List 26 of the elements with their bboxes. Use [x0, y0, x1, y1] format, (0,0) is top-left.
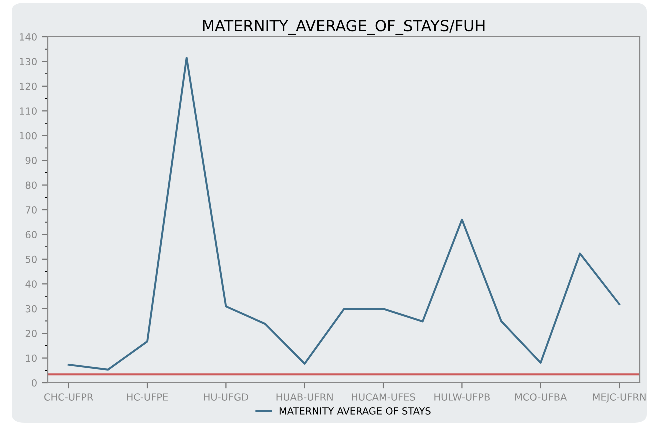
x-tick-label: HUCAM-UFES	[352, 394, 416, 401]
y-tick-label: 10	[26, 354, 37, 362]
x-tick-label: HULW-UFPB	[434, 394, 490, 401]
y-tick-label: 60	[26, 231, 37, 239]
x-tick-label: CHC-UFPR	[44, 394, 94, 401]
x-tick-label: MCO-UFBA	[516, 394, 568, 401]
y-tick-label: 100	[20, 132, 37, 140]
y-tick-label: 0	[32, 379, 37, 387]
x-tick-label: HU-UFGD	[204, 394, 248, 401]
chart-title: MATERNITY_AVERAGE_OF_STAYS/FUH	[203, 20, 485, 36]
y-tick-label: 80	[26, 182, 37, 190]
x-tick-label: HUAB-UFRN	[276, 394, 333, 401]
y-tick-label: 70	[26, 206, 37, 214]
x-tick-label: HC-UFPE	[127, 394, 168, 401]
y-tick-label: 140	[20, 33, 37, 41]
y-tick-label: 30	[26, 305, 37, 313]
y-tick-label: 50	[26, 256, 37, 264]
y-tick-label: 40	[26, 280, 37, 288]
legend-label: MATERNITY AVERAGE OF STAYS	[280, 407, 431, 415]
y-tick-label: 20	[26, 330, 37, 338]
y-tick-label: 120	[20, 82, 37, 90]
y-tick-label: 130	[20, 58, 37, 66]
y-tick-label: 110	[20, 108, 37, 115]
y-tick-label: 90	[26, 157, 37, 164]
x-tick-label: MEJC-UFRN	[593, 394, 646, 403]
line-series	[68, 57, 621, 371]
